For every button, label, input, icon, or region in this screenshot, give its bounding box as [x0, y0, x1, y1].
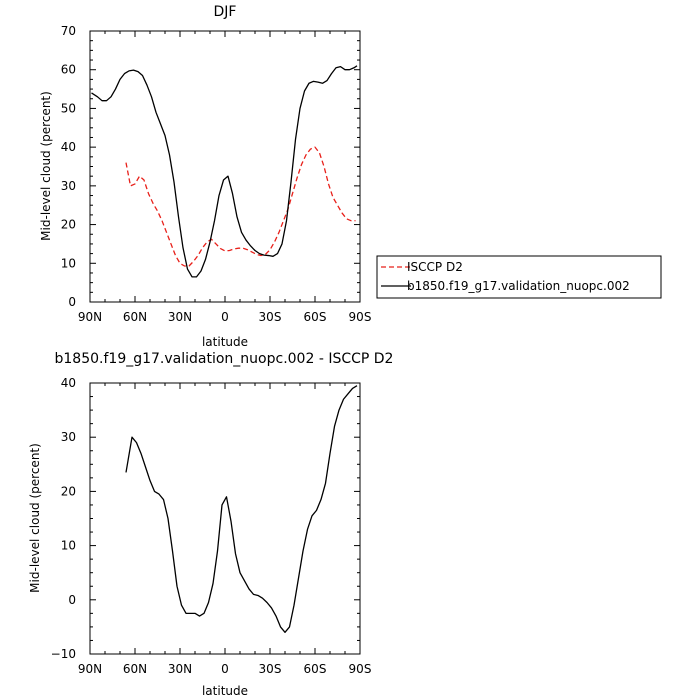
series-line-0 — [125, 146, 356, 267]
x-tick-label: 30S — [259, 310, 282, 324]
y-tick-label: 30 — [61, 179, 76, 193]
y-tick-label: 0 — [68, 593, 76, 607]
top-series-group — [91, 65, 358, 278]
top-chart: DJF 90N 60N 30N 0 30S 60S 90S 010203040506070 … — [39, 4, 662, 349]
top-y-ticks — [90, 30, 360, 303]
bottom-y-tick-labels: −10 0 10 20 30 40 — [51, 376, 76, 661]
top-x-tick-labels: 90N 60N 30N 0 30S 60S 90S — [78, 310, 372, 324]
x-tick-label: 30S — [259, 662, 282, 676]
x-tick-label: 90N — [78, 310, 102, 324]
top-x-ticks — [89, 31, 361, 302]
x-tick-label: 90S — [349, 310, 372, 324]
x-tick-label: 0 — [221, 662, 229, 676]
series-line-1 — [91, 65, 358, 278]
y-tick-label: 70 — [61, 24, 76, 38]
bottom-x-tick-labels: 90N 60N 30N 0 30S 60S 90S — [78, 662, 372, 676]
legend: ISCCP D2 b1850.f19_g17.validation_nuopc.… — [376, 255, 662, 299]
bottom-plot-frame — [89, 382, 361, 655]
bottom-x-ticks — [89, 383, 361, 654]
difference-series-line — [125, 385, 358, 633]
legend-box — [376, 255, 662, 299]
y-tick-label: 0 — [68, 295, 76, 309]
y-tick-label: −10 — [51, 647, 76, 661]
x-tick-label: 90N — [78, 662, 102, 676]
bottom-y-axis-title: Mid-level cloud (percent) — [28, 443, 42, 593]
y-tick-label: 50 — [61, 101, 76, 115]
x-tick-label: 60S — [304, 662, 327, 676]
y-tick-label: 10 — [61, 256, 76, 270]
legend-label-isccp: ISCCP D2 — [407, 260, 463, 274]
top-chart-title: DJF — [214, 4, 237, 20]
top-x-axis-title: latitude — [202, 335, 248, 349]
x-tick-label: 60S — [304, 310, 327, 324]
top-plot-frame — [89, 30, 361, 303]
x-tick-label: 90S — [349, 662, 372, 676]
bottom-y-ticks — [90, 382, 360, 655]
y-tick-label: 20 — [61, 484, 76, 498]
x-tick-label: 0 — [221, 310, 229, 324]
y-tick-label: 40 — [61, 376, 76, 390]
bottom-x-axis-title: latitude — [202, 684, 248, 698]
x-tick-label: 60N — [123, 310, 147, 324]
bottom-chart-title: b1850.f19_g17.validation_nuopc.002 - ISC… — [55, 351, 394, 367]
top-y-axis-title: Mid-level cloud (percent) — [39, 91, 53, 241]
x-tick-label: 60N — [123, 662, 147, 676]
y-tick-label: 20 — [61, 218, 76, 232]
y-tick-label: 60 — [61, 63, 76, 77]
bottom-chart: b1850.f19_g17.validation_nuopc.002 - ISC… — [28, 351, 393, 698]
x-tick-label: 30N — [168, 662, 192, 676]
y-tick-label: 40 — [61, 140, 76, 154]
y-tick-label: 10 — [61, 539, 76, 553]
bottom-series-group — [125, 385, 358, 633]
x-tick-label: 30N — [168, 310, 192, 324]
y-tick-label: 30 — [61, 430, 76, 444]
top-y-tick-labels: 0 10 20 30 40 50 60 70 — [61, 24, 76, 309]
legend-label-model: b1850.f19_g17.validation_nuopc.002 — [407, 279, 630, 293]
